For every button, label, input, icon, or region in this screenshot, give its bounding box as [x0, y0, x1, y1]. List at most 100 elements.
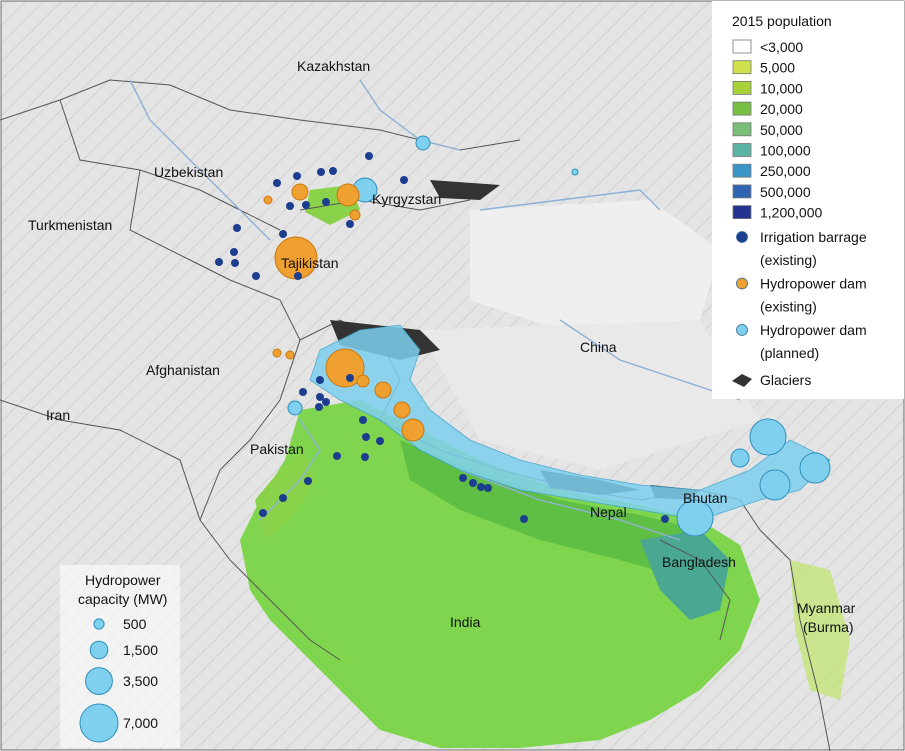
- label-bangladesh: Bangladesh: [662, 554, 736, 570]
- label-burma: (Burma): [803, 619, 854, 635]
- population-swatch: [732, 81, 752, 95]
- capacity-size-label: 1,500: [123, 642, 158, 658]
- irrigation-barrage: [294, 272, 302, 280]
- point-type-label: Irrigation barrage: [760, 229, 867, 245]
- capacity-size-list: 500 1,500 3,500 7,000: [79, 616, 158, 743]
- population-swatch: [732, 143, 752, 157]
- bangladesh-population: [640, 530, 730, 620]
- irrigation-barrage: [317, 168, 325, 176]
- population-swatch: [732, 163, 752, 178]
- irrigation-barrage: [215, 258, 223, 266]
- irrigation-barrage: [346, 374, 354, 382]
- point-type-list: Irrigation barrage (existing) Hydropower d…: [736, 229, 867, 361]
- point-type-marker: [736, 277, 748, 290]
- population-class-label: 50,000: [760, 122, 803, 138]
- population-class-label: 500,000: [760, 184, 811, 200]
- irrigation-barrage: [661, 515, 669, 523]
- existing-hydro-dam: [272, 348, 282, 358]
- capacity-legend-background: [60, 565, 180, 748]
- existing-hydro-dam: [263, 195, 273, 205]
- population-swatch: [732, 205, 752, 220]
- point-type-sublabel: (existing): [760, 252, 817, 268]
- capacity-size-circle: [79, 703, 119, 743]
- point-type-marker: [736, 231, 748, 243]
- irrigation-barrage: [469, 479, 477, 487]
- irrigation-barrage: [315, 403, 323, 411]
- existing-hydro-dam: [349, 209, 361, 221]
- planned-dam: [759, 469, 791, 501]
- irrigation-barrage: [233, 224, 241, 232]
- planned-dam: [676, 499, 714, 537]
- irrigation-barrage: [361, 453, 369, 461]
- label-iran: Iran: [46, 407, 70, 423]
- population-class-label: 20,000: [760, 101, 803, 117]
- irrigation-barrage: [230, 248, 238, 256]
- planned-dam: [415, 135, 431, 151]
- existing-hydro-dam: [401, 418, 425, 442]
- irrigation-barrages: [215, 152, 669, 523]
- label-nepal: Nepal: [590, 504, 627, 520]
- irrigation-barrage: [376, 437, 384, 445]
- point-type-sublabel: (planned): [760, 345, 819, 361]
- population-class-label: 10,000: [760, 80, 803, 96]
- label-afghanistan: Afghanistan: [146, 362, 220, 378]
- irrigation-barrage: [346, 220, 354, 228]
- planned-dam: [287, 400, 303, 416]
- irrigation-barrage: [322, 398, 330, 406]
- irrigation-barrage: [400, 176, 408, 184]
- irrigation-barrage: [520, 515, 528, 523]
- label-kyrgyzstan: Kyrgyzstan: [372, 191, 441, 207]
- population-swatch: [732, 184, 752, 199]
- glaciers-legend-icon: [732, 374, 752, 387]
- planned-dam: [571, 168, 579, 176]
- tarim-basin-area: [470, 200, 720, 330]
- population-class-list: <3,000 5,000 10,000 20,000 50,000 100,000 250,…: [732, 39, 822, 221]
- planned-dam: [799, 452, 831, 484]
- irrigation-barrage: [362, 433, 370, 441]
- irrigation-barrage: [322, 198, 330, 206]
- irrigation-barrage: [329, 167, 337, 175]
- irrigation-barrage: [286, 202, 294, 210]
- rivers: [129, 79, 741, 541]
- point-type-label: Hydropower dam: [760, 276, 867, 292]
- existing-hydro-dam: [285, 350, 295, 360]
- indo-gangetic-population: [240, 400, 760, 748]
- population-class-label: 1,200,000: [760, 205, 822, 221]
- irrigation-barrage: [359, 416, 367, 424]
- irrigation-barrage: [477, 483, 485, 491]
- label-pakistan: Pakistan: [250, 441, 304, 457]
- label-bhutan: Bhutan: [683, 490, 727, 506]
- label-myanmar: Myanmar: [797, 600, 856, 616]
- label-china: China: [580, 339, 617, 355]
- irrigation-barrage: [302, 201, 310, 209]
- population-class-label: 100,000: [760, 143, 811, 159]
- irrigation-barrage: [365, 152, 373, 160]
- point-type-marker: [736, 324, 748, 336]
- population-layer: [240, 185, 850, 748]
- capacity-size-label: 500: [123, 616, 147, 632]
- label-turkmenistan: Turkmenistan: [28, 217, 112, 233]
- existing-hydro-dam: [356, 374, 370, 388]
- planned-dam: [749, 418, 787, 456]
- population-swatch: [732, 122, 752, 137]
- population-class-label: 5,000: [760, 60, 795, 76]
- irrigation-barrage: [279, 230, 287, 238]
- legend-title: 2015 population: [732, 13, 832, 29]
- irrigation-barrage: [484, 484, 492, 492]
- capacity-legend-title-line2: capacity (MW): [78, 591, 167, 607]
- population-class-label: 250,000: [760, 163, 811, 179]
- capacity-legend-title-line1: Hydropower: [85, 572, 161, 588]
- irrigation-barrage: [252, 272, 260, 280]
- irrigation-barrage: [259, 509, 267, 517]
- irrigation-barrage: [279, 494, 287, 502]
- glaciers-legend-label: Glaciers: [760, 372, 811, 388]
- population-swatch: [732, 101, 752, 116]
- capacity-size-circle: [85, 667, 113, 695]
- irrigation-barrage: [333, 452, 341, 460]
- capacity-size-label: 3,500: [123, 673, 158, 689]
- country-labels: Kazakhstan Uzbekistan Kyrgyzstan Turkmen…: [28, 58, 856, 635]
- capacity-legend: Hydropower capacity (MW) 500 1,500 3,500 7,…: [60, 565, 180, 748]
- population-swatch: [732, 60, 752, 75]
- label-uzbekistan: Uzbekistan: [154, 164, 223, 180]
